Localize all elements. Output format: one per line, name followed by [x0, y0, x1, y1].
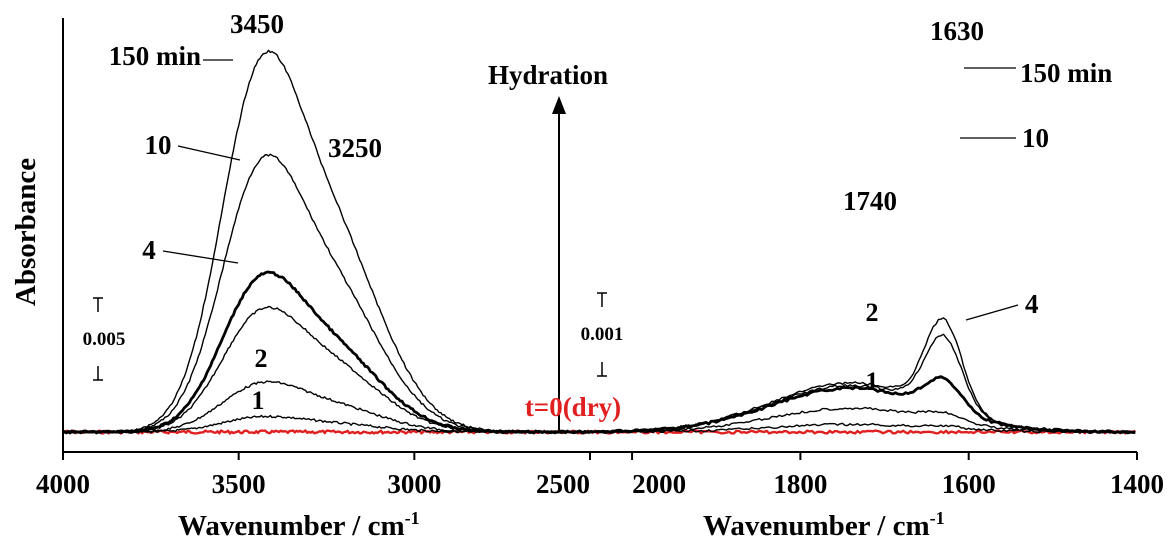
x-tick-right-1400-label: 1400 — [1110, 469, 1164, 499]
x-axis-label-left: Wavenumber / cm-1 — [178, 508, 420, 542]
curve-label-10-left: 10 — [145, 130, 172, 160]
peak-label-3250: 3250 — [328, 133, 382, 163]
curve-label-150min-right: 150 min — [1020, 58, 1112, 88]
x-axis-label-right-main: Wavenumber / cm — [703, 510, 930, 542]
peak-label-3450: 3450 — [230, 9, 284, 39]
curve-label-4-left: 4 — [142, 235, 156, 265]
curve-label-10-right: 10 — [1022, 123, 1049, 153]
x-ticks: 4000 3500 3000 2500 2000 1800 1600 1400 — [36, 452, 1164, 499]
peak-label-1740: 1740 — [843, 186, 897, 216]
leader-4-left — [162, 250, 239, 264]
x-axis-label-right-sup: -1 — [930, 508, 945, 528]
leader-10-left — [177, 145, 241, 161]
peak-label-1630: 1630 — [930, 16, 984, 46]
x-tick-left-2500-label: 2500 — [536, 469, 590, 499]
x-tick-left-3000-label: 3000 — [387, 469, 441, 499]
spectrum-right-150min — [589, 317, 1136, 434]
curve-label-4-right: 4 — [1025, 289, 1039, 319]
spectrum-left-2min — [62, 380, 591, 434]
x-tick-right-1600-label: 1600 — [942, 469, 996, 499]
hydration-arrow-head — [552, 96, 566, 114]
scale-bar-left — [93, 297, 103, 381]
curve-label-2-right: 2 — [866, 298, 879, 327]
x-tick-left-4000-label: 4000 — [36, 469, 90, 499]
scale-bar-right — [597, 292, 607, 377]
x-tick-right-2000-label: 2000 — [632, 469, 686, 499]
leader-4-right — [965, 304, 1019, 321]
spectrum-left-4min — [62, 270, 591, 435]
y-axis-label: Absorbance — [10, 158, 42, 306]
spectrum-right-1min — [589, 422, 1136, 434]
curve-label-2-left: 2 — [255, 344, 268, 373]
x-tick-left-3500-label: 3500 — [212, 469, 266, 499]
dry-label: t=0(dry) — [525, 392, 621, 422]
curve-label-1-left: 1 — [252, 386, 265, 415]
spectrum-right-0min — [589, 429, 1136, 435]
spectrum-left-150min — [62, 49, 591, 434]
curve-label-150min-left: 150 min — [109, 41, 201, 71]
curve-label-1-right: 1 — [866, 367, 879, 396]
x-axis-label-right: Wavenumber / cm-1 — [703, 508, 945, 542]
x-tick-right-1800-label: 1800 — [773, 469, 827, 499]
x-axis-label-left-sup: -1 — [405, 508, 420, 528]
spectra-curves — [62, 49, 1136, 435]
x-axis-label-left-main: Wavenumber / cm — [178, 510, 405, 542]
spectrum-right-10min — [589, 333, 1136, 434]
hydration-label: Hydration — [488, 60, 608, 90]
spectrum-left-10min — [62, 153, 591, 434]
scale-bar-right-label: 0.001 — [581, 324, 624, 345]
scale-bar-left-label: 0.005 — [83, 329, 126, 350]
